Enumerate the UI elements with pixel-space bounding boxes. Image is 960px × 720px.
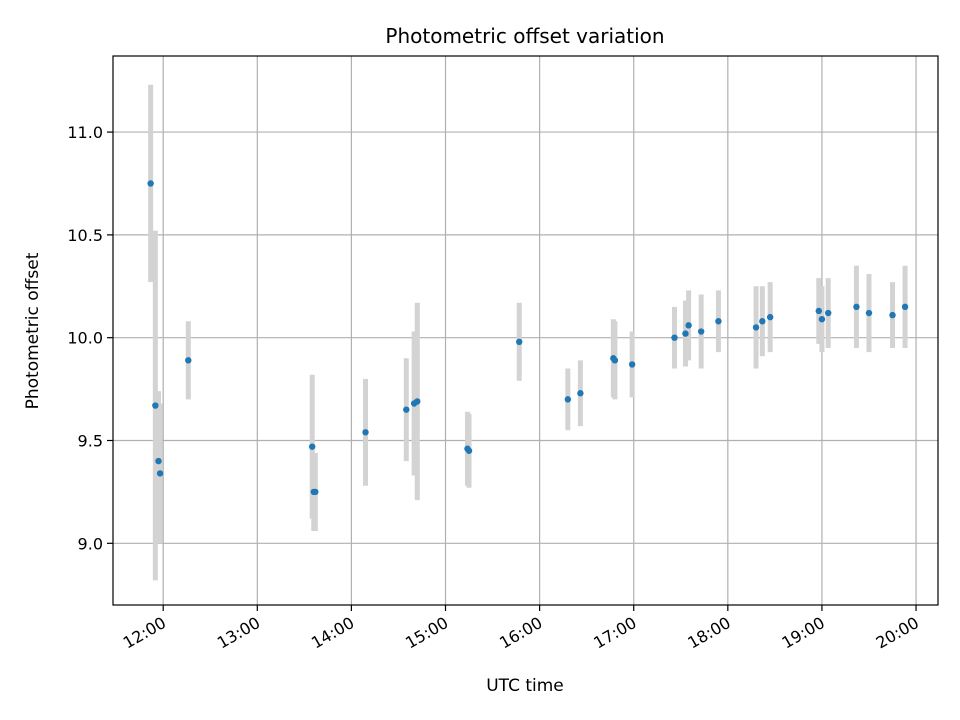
y-tick-label: 11.0 (67, 123, 103, 142)
data-point (671, 334, 678, 341)
data-points (147, 180, 909, 496)
data-point (185, 357, 192, 364)
data-point (853, 303, 860, 311)
data-point (308, 443, 316, 450)
data-point (865, 309, 873, 317)
data-point (362, 429, 369, 436)
data-point (759, 318, 766, 325)
y-tick-label: 10.0 (67, 329, 103, 348)
grid-lines (113, 56, 938, 605)
data-point (715, 318, 722, 325)
data-point (889, 311, 896, 319)
data-point (815, 307, 822, 315)
data-point (628, 361, 636, 368)
data-point (312, 488, 319, 496)
data-point (564, 396, 572, 403)
y-tick-label: 10.5 (67, 226, 103, 245)
y-tick-label: 9.5 (78, 432, 103, 451)
chart-title: Photometric offset variation (385, 24, 664, 48)
data-point (697, 328, 705, 335)
data-point (156, 470, 164, 477)
data-point (403, 406, 410, 413)
data-point (818, 315, 826, 323)
data-point (611, 357, 619, 364)
data-point (465, 447, 473, 454)
x-axis-label: UTC time (486, 676, 564, 696)
y-axis-ticks: 9.0 9.5 10.0 10.5 11.0 (67, 123, 113, 553)
data-point (414, 398, 421, 405)
data-point (901, 303, 909, 311)
plot-frame (112, 55, 939, 606)
y-axis-label: Photometric offset (23, 252, 43, 409)
data-point (516, 338, 523, 346)
data-point (152, 402, 159, 409)
data-point (147, 180, 154, 187)
data-point (752, 324, 760, 331)
data-point (577, 390, 584, 397)
data-point (685, 322, 692, 329)
data-point (766, 313, 774, 321)
data-point (825, 309, 832, 317)
data-point (682, 330, 689, 337)
data-point (155, 457, 162, 465)
y-tick-label: 9.0 (78, 534, 103, 553)
